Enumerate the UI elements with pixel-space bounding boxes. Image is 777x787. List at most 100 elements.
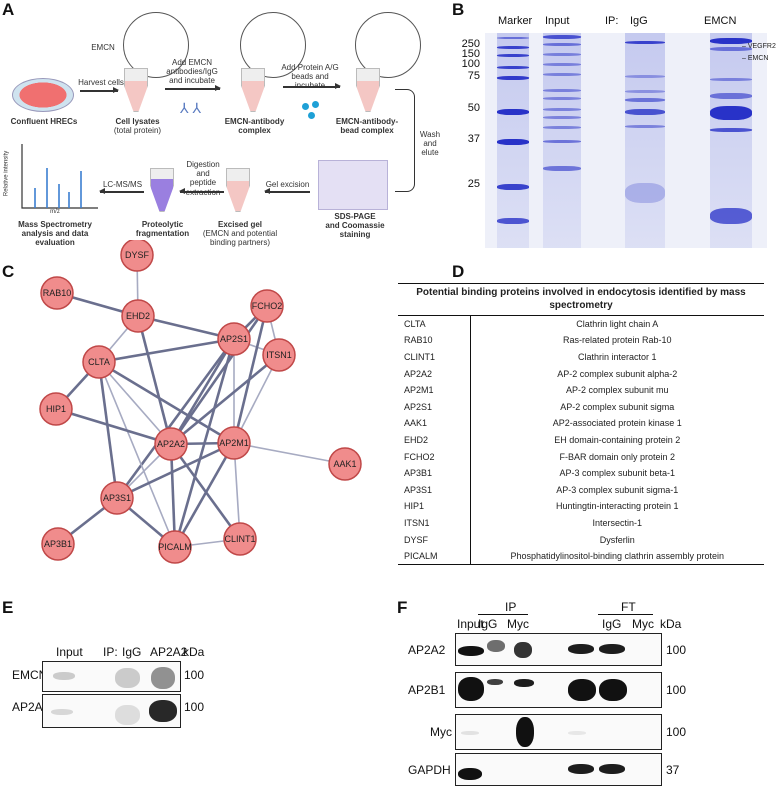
node-aak1[interactable]: AAK1 (328, 447, 362, 481)
antibody-icon: ⅄ ⅄ (180, 100, 201, 116)
gene-symbol: PICALM (398, 547, 471, 565)
node-rab10[interactable]: RAB10 (40, 276, 74, 310)
gel-band (625, 41, 665, 44)
protein-name: Phosphatidylinositol-binding clathrin as… (470, 547, 764, 565)
node-dysf[interactable]: DYSF (120, 240, 154, 272)
svg-text:HIP1: HIP1 (46, 404, 66, 414)
table-row: FCHO2 F-BAR domain only protein 2 (398, 448, 764, 465)
lane-igg: IgG (122, 645, 142, 659)
gel-band (497, 184, 529, 190)
node-ehd2[interactable]: EHD2 (121, 299, 155, 333)
svg-text:AP3S1: AP3S1 (103, 493, 131, 503)
step-dish: Confluent HRECs (10, 117, 78, 126)
tube-icon (124, 68, 148, 112)
lane-ip-igg: IgG (478, 617, 498, 631)
node-clint1[interactable]: CLINT1 (223, 522, 257, 556)
svg-text:DYSF: DYSF (125, 250, 150, 260)
row-label: Myc (430, 725, 452, 739)
edge-AP2A2-PICALM (169, 443, 177, 548)
gel-band (497, 76, 529, 80)
gel-band (543, 73, 581, 76)
step-lysate-sub: (total protein) (113, 126, 162, 136)
protein-name: AP2-associated protein kinase 1 (552, 418, 682, 429)
sds-gel-icon (318, 160, 388, 210)
row-label: GAPDH (408, 762, 451, 777)
node-ap2a2[interactable]: AP2A2 (154, 427, 188, 461)
gene-symbol: RAB10 (398, 332, 471, 349)
lane-emcn: EMCN (704, 15, 737, 27)
blot-gapdh (455, 753, 662, 786)
node-ap2s1[interactable]: AP2S1 (217, 322, 251, 356)
panel-label-d: D (452, 262, 465, 281)
protein-name: Intersectin-1 (592, 517, 643, 528)
gel-lane (625, 33, 665, 248)
gel-band (497, 46, 529, 49)
gel-band (543, 140, 581, 143)
edge-FCHO2-AP2A2 (169, 305, 269, 445)
blot-band (516, 717, 534, 747)
digestion-label: Digestion and peptide extraction (185, 160, 221, 197)
blot-band (599, 679, 627, 701)
gel-band (543, 116, 581, 119)
step-gel: Excised gel (217, 220, 263, 229)
gene-symbol: AP3B1 (398, 464, 471, 482)
svg-text:FCHO2: FCHO2 (252, 301, 283, 311)
blot-band (568, 731, 586, 735)
edge-CLTA-PICALM (98, 361, 176, 548)
panel-label-a: A (2, 0, 15, 19)
edge-CLTA-AP2A2 (98, 361, 172, 445)
table-row: AP3S1 AP-3 complex subunit sigma-1 (398, 481, 764, 499)
step-frag: Proteolytic fragmentation (135, 220, 190, 239)
blot-band (514, 642, 532, 658)
table-row: CLINT1 Clathrin interactor 1 (398, 348, 764, 366)
gene-symbol: AP2A2 (398, 365, 471, 382)
blot-band (514, 679, 534, 687)
table-row: HIP1 Huntingtin-interacting protein 1 (398, 498, 764, 515)
lane-ip: IP: (605, 15, 619, 27)
ms-x-label: m/z (50, 209, 60, 215)
tube-icon (150, 168, 174, 212)
node-ap3b1[interactable]: AP3B1 (41, 527, 75, 561)
panel-label-c: C (2, 262, 15, 281)
protein-name: AP-2 complex subunit sigma (560, 401, 675, 412)
gene-symbol: AAK1 (398, 415, 471, 432)
node-itsn1[interactable]: ITSN1 (262, 338, 296, 372)
gene-symbol: HIP1 (398, 498, 471, 515)
gene-symbol: EHD2 (398, 431, 471, 449)
panel-label-b: B (452, 0, 465, 19)
protein-name: Ras-related protein Rab-10 (562, 335, 672, 346)
zoom-circle-bead (355, 12, 421, 78)
node-ap2m1[interactable]: AP2M1 (217, 426, 251, 460)
node-hip1[interactable]: HIP1 (39, 392, 73, 426)
node-clta[interactable]: CLTA (82, 345, 116, 379)
gel-band (543, 166, 581, 171)
lane-input: Input (457, 617, 484, 631)
gel-lane (543, 33, 581, 248)
node-fcho2[interactable]: FCHO2 (250, 289, 284, 323)
blot-band (568, 679, 596, 701)
lane-ip-myc: Myc (507, 617, 529, 631)
svg-text:AP2S1: AP2S1 (220, 334, 248, 344)
lane-ap2a2: AP2A2 (150, 645, 188, 659)
protein-network: DYSF RAB10 EHD2 FCHO2 AP2S1 ITSN1 CLTA HIP1 AP2A… (39, 240, 362, 564)
panel-label-f: F (397, 598, 408, 617)
panel-label-e: E (2, 598, 14, 617)
protein-name: AP-2 complex subunit mu (565, 385, 669, 396)
node-ap3s1[interactable]: AP3S1 (100, 481, 134, 515)
group-ip: IP (505, 600, 517, 614)
row-label-emcn: EMCN (12, 668, 48, 682)
marker-label: 50 (467, 102, 480, 114)
lane-ft-igg: IgG (602, 617, 622, 631)
table-row: AAK1 AP2-associated protein kinase 1 (398, 415, 764, 432)
culture-dish-icon (12, 78, 74, 112)
gel-lane (710, 33, 752, 248)
row-label: AP2A2 (408, 642, 446, 657)
edge-AP2M1-AAK1 (233, 442, 346, 465)
gel-band (710, 78, 752, 81)
node-picalm[interactable]: PICALM (158, 530, 192, 564)
gel-band (625, 109, 665, 115)
arrow-digestion (179, 188, 224, 194)
kda-value: 100 (666, 642, 687, 657)
lane-igg: IgG (630, 15, 648, 27)
zoom-circle-complex (240, 12, 306, 78)
